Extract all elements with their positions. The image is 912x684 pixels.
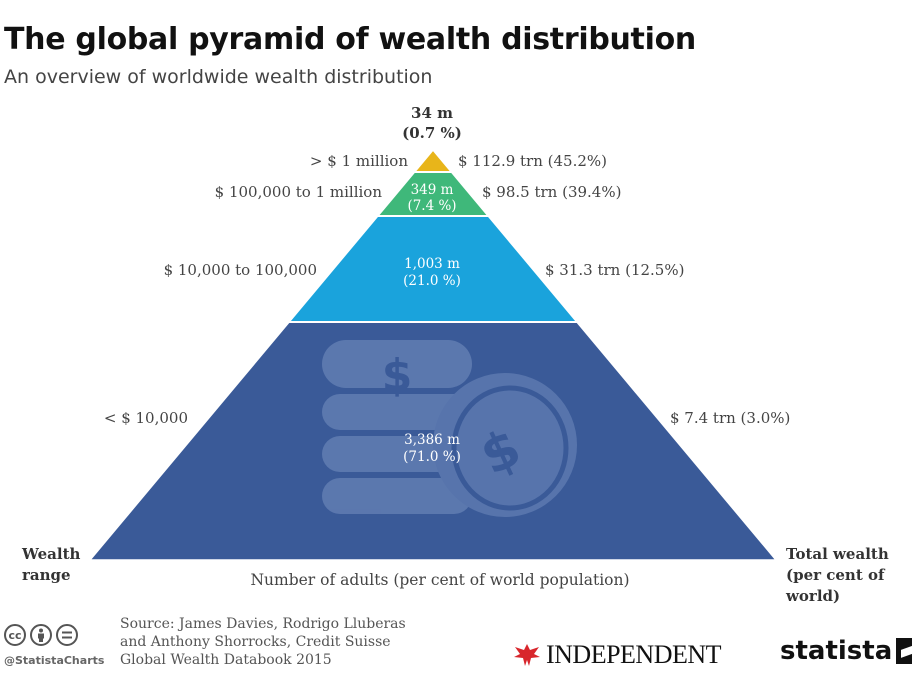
statista-logo[interactable]: statista	[780, 636, 912, 666]
chart-subtitle: An overview of worldwide wealth distribu…	[4, 66, 433, 88]
top-adults-count: 34 m	[411, 104, 453, 122]
coin-stack-icon: $$	[322, 340, 577, 517]
source-line-3: Global Wealth Databook 2015	[120, 652, 332, 668]
wealth-label-tier-3: $ 31.3 trn (12.5%)	[545, 261, 685, 279]
total-wealth-line-2: (per cent of	[786, 566, 885, 584]
statista-wordmark: statista	[780, 636, 893, 666]
statista-charts-credit: @StatistaCharts	[4, 654, 105, 667]
wealth-range-line-1: Wealth	[22, 545, 81, 563]
range-label-tier-2: $ 100,000 to 1 million	[214, 183, 382, 201]
no-derivatives-icon	[56, 624, 78, 646]
svg-text:$: $	[382, 350, 413, 401]
tier-millionaires	[412, 148, 454, 173]
adults-share-tier-2: (7.4 %)	[407, 198, 457, 214]
adults-count-tier-2: 349 m	[410, 182, 454, 198]
total-wealth-line-3: world)	[786, 587, 841, 605]
wealth-label-tier-4: $ 7.4 trn (3.0%)	[670, 409, 791, 427]
adults-axis-label: Number of adults (per cent of world popu…	[250, 571, 630, 589]
top-adults-share: (0.7 %)	[402, 124, 462, 142]
license-icons: cc	[4, 624, 78, 646]
wealth-range-axis-label: Wealth range	[22, 544, 80, 586]
total-wealth-line-1: Total wealth	[786, 545, 889, 563]
source-line-2: and Anthony Shorrocks, Credit Suisse	[120, 634, 391, 650]
wealth-label-tier-1: $ 112.9 trn (45.2%)	[458, 152, 608, 170]
cc-icon: cc	[4, 624, 26, 646]
adults-count-tier-3: 1,003 m	[404, 256, 460, 272]
attribution-icon	[30, 624, 52, 646]
adults-count-tier-4: 3,386 m	[404, 432, 460, 448]
wealth-range-line-2: range	[22, 566, 71, 584]
total-wealth-axis-label: Total wealth (per cent of world)	[786, 544, 889, 607]
statista-flag-icon	[896, 638, 912, 664]
range-label-tier-1: > $ 1 million	[309, 152, 408, 170]
source-note: Source: James Davies, Rodrigo Lluberas a…	[120, 615, 420, 669]
eagle-icon	[514, 644, 540, 666]
adults-share-tier-4: (71.0 %)	[403, 449, 461, 465]
independent-logo[interactable]: INDEPENDENT	[512, 640, 722, 670]
wealth-label-tier-2: $ 98.5 trn (39.4%)	[482, 183, 622, 201]
chart-title: The global pyramid of wealth distributio…	[4, 22, 696, 57]
range-label-tier-4: < $ 10,000	[103, 409, 188, 427]
source-line-1: Source: James Davies, Rodrigo Lluberas	[120, 616, 406, 632]
range-label-tier-3: $ 10,000 to 100,000	[163, 261, 317, 279]
adults-share-tier-3: (21.0 %)	[403, 273, 461, 289]
independent-wordmark: INDEPENDENT	[546, 640, 722, 669]
